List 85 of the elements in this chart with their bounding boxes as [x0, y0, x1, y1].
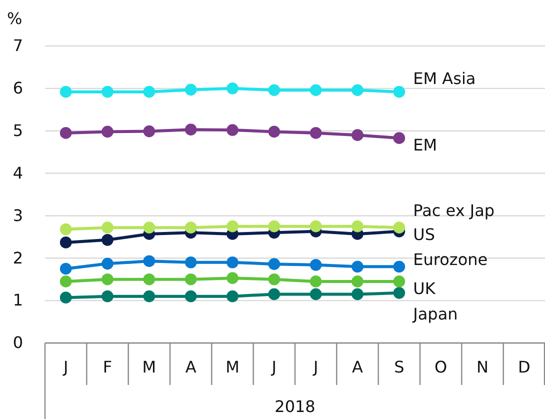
x-tick-label: J	[312, 357, 318, 376]
series-label: Pac ex Jap	[413, 200, 495, 220]
point	[60, 127, 72, 139]
point	[226, 290, 238, 302]
point	[393, 132, 406, 144]
point	[352, 260, 364, 273]
point	[102, 234, 114, 246]
point	[226, 82, 238, 94]
series-label: EM Asia	[413, 69, 476, 88]
point	[310, 220, 322, 232]
point	[310, 276, 322, 288]
x-tick-label: M	[142, 357, 156, 376]
point	[393, 287, 406, 299]
point	[310, 127, 322, 139]
point	[143, 273, 156, 286]
point	[143, 86, 156, 98]
series-label: EM	[413, 135, 438, 154]
point	[102, 86, 114, 98]
x-tick-label: N	[476, 357, 488, 376]
point	[352, 220, 364, 232]
series-label: Japan	[412, 304, 458, 324]
point	[184, 84, 197, 96]
point	[60, 262, 72, 275]
point	[226, 256, 238, 268]
x-tick-label: J	[270, 357, 277, 376]
series-label: US	[413, 224, 436, 244]
point	[268, 273, 280, 286]
x-tick-label: F	[102, 357, 112, 376]
x-tick-label: M	[226, 357, 240, 376]
point	[102, 290, 114, 302]
y-tick-label: 2	[12, 248, 23, 268]
series-label: UK	[413, 278, 436, 298]
point	[352, 288, 364, 300]
point	[60, 223, 72, 236]
point	[310, 259, 322, 271]
y-tick-label: 4	[12, 163, 23, 182]
point	[60, 86, 72, 98]
point	[184, 256, 197, 268]
series-label: Eurozone	[413, 250, 488, 270]
point	[143, 125, 156, 138]
point	[393, 222, 406, 234]
point	[310, 288, 322, 300]
point	[184, 290, 197, 302]
x-tick-label: D	[518, 357, 530, 376]
point	[393, 276, 406, 288]
x-tick-label: O	[434, 357, 448, 376]
y-tick-label: 1	[12, 290, 23, 310]
point	[102, 222, 114, 234]
point	[60, 292, 72, 304]
point	[143, 290, 156, 302]
point	[226, 272, 238, 284]
point	[226, 124, 238, 136]
x-tick-label: A	[185, 357, 196, 376]
y-tick-label: 3	[12, 206, 23, 225]
point	[352, 84, 364, 96]
x-tick-label: S	[394, 357, 404, 376]
point	[352, 129, 364, 142]
point	[60, 236, 72, 248]
y-tick-label: 0	[12, 333, 23, 352]
x-axis-title: 2018	[274, 397, 316, 416]
point	[226, 220, 238, 232]
point	[184, 222, 197, 234]
point	[102, 126, 114, 138]
y-tick-label: 7	[12, 36, 23, 56]
point	[393, 86, 406, 98]
point	[268, 220, 280, 232]
point	[310, 84, 322, 96]
x-tick-label: A	[352, 357, 364, 376]
point	[184, 273, 197, 286]
point	[184, 124, 197, 136]
point	[268, 126, 280, 138]
y-tick-label: 6	[12, 78, 23, 98]
y-tick-label: 5	[12, 120, 23, 140]
point	[102, 258, 114, 270]
point	[102, 273, 114, 286]
point	[268, 288, 280, 300]
x-tick-label: J	[62, 357, 68, 376]
point	[268, 258, 280, 270]
point	[143, 222, 156, 234]
point	[393, 260, 406, 273]
point	[143, 255, 156, 268]
point	[268, 84, 280, 96]
point	[60, 276, 72, 288]
y-axis-title: %	[7, 9, 22, 28]
point	[352, 276, 364, 288]
